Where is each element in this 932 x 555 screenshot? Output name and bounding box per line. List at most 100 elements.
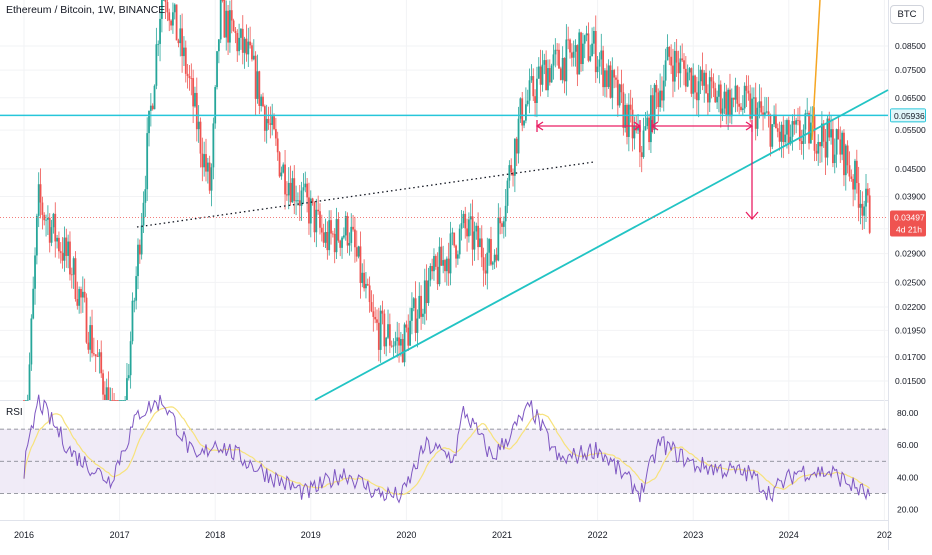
candle — [434, 256, 437, 267]
candle — [208, 162, 211, 191]
candle — [425, 280, 428, 304]
candle — [70, 274, 73, 276]
candle — [705, 72, 707, 94]
candle — [510, 165, 513, 173]
candle — [857, 183, 860, 208]
candle — [304, 183, 307, 188]
candle — [576, 45, 579, 75]
candle — [743, 85, 746, 109]
candle — [335, 219, 338, 253]
candle — [749, 93, 752, 119]
candle — [521, 98, 524, 126]
candle — [729, 89, 731, 117]
last-price-label: 0.03497 — [894, 213, 925, 223]
candle — [298, 200, 301, 206]
candle — [118, 400, 121, 401]
price-tick-label: 0.02900 — [895, 249, 926, 259]
candle — [515, 138, 518, 154]
rsi-label: RSI — [6, 407, 23, 418]
candle — [736, 85, 739, 104]
candle — [559, 68, 562, 80]
candle — [148, 110, 150, 134]
candle — [58, 237, 60, 252]
time-tick-label: 2021 — [492, 530, 512, 540]
candle — [363, 272, 366, 289]
candle — [861, 203, 864, 216]
candle — [548, 68, 551, 83]
candle — [657, 92, 660, 108]
candle — [754, 97, 757, 129]
measure-arrow-2-head-left — [650, 121, 659, 131]
candle — [780, 124, 783, 142]
candle — [52, 213, 55, 228]
candle — [91, 325, 93, 354]
candle — [727, 89, 730, 116]
candle — [776, 128, 779, 132]
candle — [45, 219, 47, 221]
candle — [679, 58, 682, 74]
candle — [484, 270, 487, 274]
candle — [412, 298, 415, 309]
candle — [387, 324, 389, 338]
candle — [795, 120, 798, 125]
candle — [640, 152, 643, 158]
candle — [683, 60, 685, 69]
candle — [765, 111, 768, 113]
candle — [662, 80, 665, 101]
candle — [866, 188, 869, 196]
candle — [190, 78, 193, 79]
candle — [440, 246, 443, 266]
candle — [565, 39, 568, 82]
candle — [87, 342, 90, 350]
candle — [280, 172, 283, 177]
candle — [131, 300, 134, 342]
price-tick-label: 0.04500 — [895, 164, 926, 174]
candle — [37, 184, 40, 216]
candle — [716, 96, 718, 103]
candle — [322, 232, 325, 243]
candle — [166, 2, 169, 13]
candle — [92, 353, 95, 355]
candle — [258, 71, 261, 106]
candle — [276, 138, 279, 153]
candle — [854, 160, 856, 190]
candle — [407, 327, 410, 346]
candle — [740, 106, 742, 110]
candle — [179, 28, 182, 44]
candle — [830, 129, 832, 138]
candle — [477, 225, 479, 248]
candle — [797, 120, 799, 122]
candle — [396, 337, 399, 342]
candle — [473, 231, 476, 250]
candle — [429, 266, 432, 281]
candle — [508, 165, 511, 181]
rsi-tick-label: 40.00 — [897, 472, 919, 482]
candle — [569, 39, 571, 53]
time-tick-label: 2023 — [683, 530, 703, 540]
candle — [784, 134, 787, 143]
candle — [859, 203, 862, 208]
candle — [618, 84, 621, 106]
candle — [637, 126, 639, 131]
candle — [263, 106, 266, 131]
candle — [756, 107, 759, 129]
candle — [692, 75, 695, 94]
candle — [482, 257, 485, 271]
candle — [201, 153, 204, 168]
candle — [613, 70, 616, 78]
candle — [598, 59, 601, 67]
candle — [381, 310, 384, 314]
candle — [841, 132, 844, 155]
candle — [35, 215, 38, 256]
candle — [550, 65, 553, 83]
candle — [230, 10, 233, 21]
candle — [539, 66, 542, 85]
candle — [177, 40, 180, 44]
candle — [420, 295, 423, 317]
candle — [563, 57, 566, 82]
currency-button[interactable]: BTC — [890, 5, 924, 24]
candle — [74, 258, 77, 299]
candle — [34, 255, 36, 289]
candle — [572, 51, 575, 58]
